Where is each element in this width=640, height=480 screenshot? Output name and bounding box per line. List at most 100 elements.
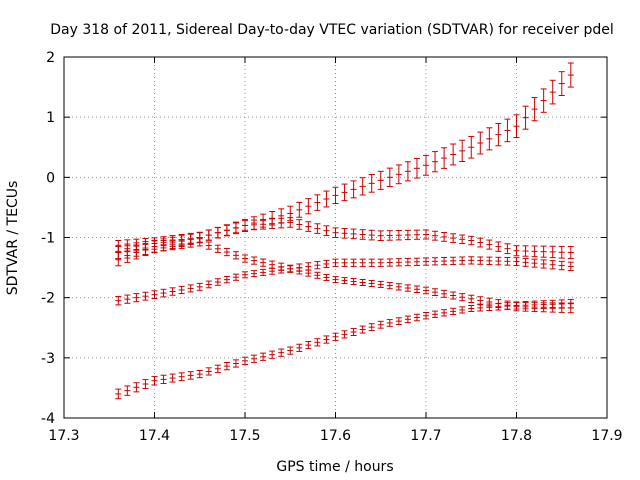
data-point: [441, 256, 448, 266]
data-point: [223, 247, 230, 257]
data-point: [115, 295, 122, 306]
data-point: [332, 276, 339, 284]
data-point: [377, 280, 384, 288]
data-point: [477, 237, 484, 248]
data-point: [368, 258, 375, 267]
data-point: [567, 246, 574, 260]
data-point: [413, 158, 420, 179]
data-point: [314, 223, 321, 234]
data-point: [504, 256, 511, 266]
data-point: [214, 278, 221, 286]
x-tick-label: 17.8: [501, 428, 532, 444]
data-point: [423, 154, 429, 176]
series-1: [115, 62, 574, 261]
data-point: [395, 164, 402, 185]
data-point: [459, 293, 466, 302]
data-point: [522, 245, 529, 257]
data-point: [323, 225, 330, 236]
data-point: [395, 317, 402, 325]
data-point: [178, 372, 185, 382]
data-point: [441, 232, 448, 242]
data-point: [513, 257, 520, 266]
data-point: [495, 122, 502, 147]
data-point: [359, 258, 366, 267]
data-point: [450, 291, 457, 300]
data-point: [468, 304, 475, 313]
data-point: [477, 304, 484, 312]
data-point: [413, 285, 420, 293]
data-point: [305, 269, 312, 277]
data-point: [386, 167, 393, 188]
data-point: [115, 240, 122, 254]
data-point: [377, 320, 384, 329]
data-point: [468, 235, 475, 246]
data-point: [242, 271, 248, 279]
data-point: [432, 230, 439, 241]
data-point: [269, 267, 276, 275]
data-point: [386, 282, 393, 290]
y-tick-label: -1: [41, 231, 55, 247]
data-point: [115, 388, 122, 400]
data-point: [459, 234, 466, 245]
data-point: [314, 261, 321, 270]
data-point: [377, 170, 384, 190]
data-point: [368, 229, 375, 241]
x-tick-label: 17.5: [229, 428, 260, 444]
data-point: [413, 257, 420, 266]
data-point: [395, 230, 402, 241]
data-point: [305, 340, 312, 350]
data-point: [133, 293, 140, 303]
data-point: [350, 278, 357, 286]
data-point: [486, 127, 493, 151]
y-tick-label: 2: [46, 50, 55, 66]
data-point: [432, 151, 439, 173]
data-point: [350, 228, 357, 240]
data-point: [549, 299, 556, 309]
data-point: [178, 239, 185, 249]
data-point: [260, 268, 267, 276]
x-tick-label: 17.9: [591, 428, 622, 444]
data-point: [305, 262, 312, 271]
data-point: [450, 143, 457, 166]
data-point: [133, 382, 140, 393]
data-point: [151, 290, 158, 300]
data-point: [477, 131, 484, 155]
data-point: [540, 88, 547, 113]
data-point: [205, 241, 212, 250]
data-point: [278, 348, 285, 357]
data-point: [196, 369, 203, 379]
data-point: [332, 227, 339, 238]
data-point: [223, 362, 230, 371]
data-point: [395, 283, 402, 291]
x-tick-label: 17.6: [320, 428, 351, 444]
data-point: [423, 229, 429, 240]
data-point: [178, 285, 185, 295]
data-point: [242, 220, 248, 231]
data-point: [513, 245, 520, 257]
data-point: [341, 277, 348, 285]
data-point: [459, 139, 466, 163]
x-tick-label: 17.4: [139, 428, 170, 444]
data-point: [142, 243, 149, 257]
data-point: [404, 315, 411, 324]
data-point: [531, 258, 538, 268]
data-point: [232, 273, 239, 281]
data-point: [404, 284, 411, 292]
y-tick-label: -4: [41, 411, 55, 427]
y-tick-label: 1: [46, 110, 55, 126]
data-point: [314, 194, 321, 211]
data-point: [187, 284, 194, 293]
data-point: [549, 260, 556, 270]
data-point: [124, 385, 131, 396]
data-point: [269, 218, 276, 229]
data-point: [558, 71, 565, 96]
data-point: [214, 364, 221, 373]
data-point: [232, 359, 239, 368]
data-point: [124, 248, 131, 263]
axis-tick-labels: 17.3 17.4 17.5 17.6 17.7 17.8 17.9 -4 -3 -2 -1 0 1 2: [41, 50, 623, 444]
data-point: [531, 97, 538, 122]
data-point: [287, 265, 294, 273]
data-point: [413, 229, 420, 240]
data-point: [232, 251, 239, 260]
data-point: [160, 374, 167, 385]
